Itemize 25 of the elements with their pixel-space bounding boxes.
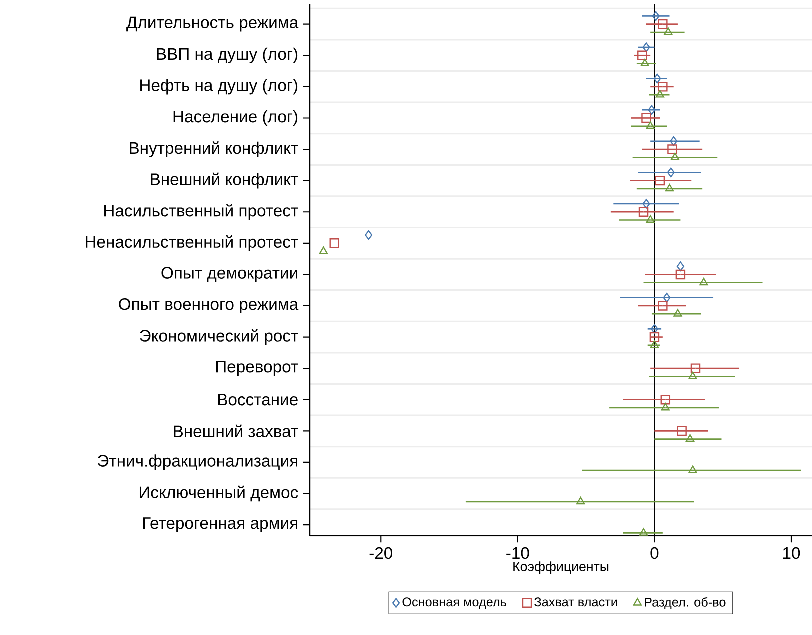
x-axis-title: Коэффициенты xyxy=(514,562,609,574)
y-tick-label: Восстание xyxy=(218,394,298,406)
y-tick-label: Опыт военного режима xyxy=(119,298,299,314)
y-tick-label: Насильственный протест xyxy=(104,204,298,220)
y-tick-label: Внешний захват xyxy=(174,424,298,438)
y-tick-label: Гетерогенная армия xyxy=(143,518,298,533)
x-tick-label: 0 xyxy=(650,547,659,560)
y-tick-label: Нефть на душу (лог) xyxy=(140,79,298,95)
y-tick-label: ВВП на душу (лог) xyxy=(157,48,298,64)
y-tick-label: Экономический рост xyxy=(140,329,298,346)
y-tick-label: Исключенный демос xyxy=(140,486,298,502)
legend-label: Захват власти xyxy=(534,598,618,607)
x-tick-label: 10 xyxy=(783,547,800,560)
y-tick-label: Этнич.фракционализация xyxy=(98,454,298,470)
y-tick-label: Длительность режима xyxy=(126,16,299,32)
x-tick-label: -20 xyxy=(370,547,393,560)
legend-label: Основная модель xyxy=(402,598,506,610)
y-tick-label: Опыт демократии xyxy=(162,267,298,282)
legend-label: Раздел. об-во xyxy=(645,597,726,610)
y-tick-label: Переворот xyxy=(216,361,298,376)
y-tick-label: Население (лог) xyxy=(174,110,298,126)
y-tick-label: Внутренний конфликт xyxy=(130,142,298,158)
y-tick-label: Внешний конфликт xyxy=(151,172,298,189)
y-tick-label: Ненасильственный протест xyxy=(86,235,298,252)
x-tick-label: -10 xyxy=(506,547,530,560)
